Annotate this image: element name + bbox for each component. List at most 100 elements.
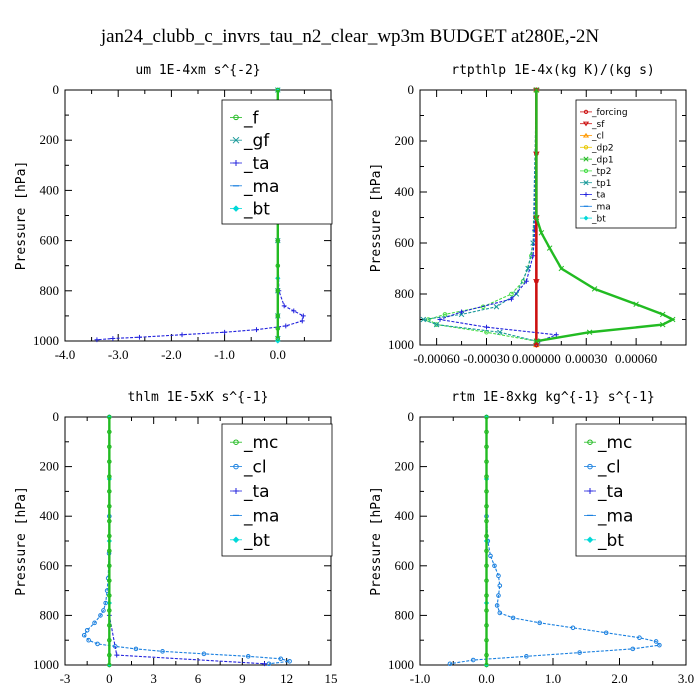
- data-point: [442, 312, 448, 317]
- legend-label: _gf: [243, 131, 270, 151]
- data-point: [92, 620, 97, 626]
- y-tick-label: 1000: [33, 657, 59, 672]
- data-point: [533, 87, 540, 93]
- data-point: [86, 637, 91, 643]
- data-point: [633, 301, 639, 307]
- data-point: [94, 337, 100, 343]
- y-tick-label: 600: [40, 233, 60, 248]
- data-point: [510, 615, 516, 621]
- panel-4: rtm 1E-8xkg kg^{-1} s^{-1} Pressure [hPa]…: [369, 390, 694, 686]
- legend-label: _tp1: [591, 179, 611, 189]
- data-point: [484, 623, 489, 628]
- y-axis-label: Pressure [hPa]: [369, 163, 384, 273]
- data-point: [591, 286, 598, 292]
- panel-2: rtpthlp 1E-4x(kg K)/(kg s) Pressure [hPa]…: [369, 63, 687, 366]
- figure-title: jan24_clubb_c_invrs_tau_n2_clear_wp3m BU…: [100, 26, 600, 47]
- series-cl: [447, 414, 662, 667]
- y-axis-label: Pressure [hPa]: [14, 486, 29, 596]
- x-tick-label: 9: [239, 671, 246, 686]
- data-point: [254, 327, 259, 333]
- data-point: [458, 311, 465, 318]
- data-point: [492, 563, 497, 569]
- legend: _forcing _sf _cl_dp2 _dp1 _tp2 _tp1 _ta_ma _bt: [575, 99, 677, 229]
- data-point: [533, 338, 540, 344]
- data-point: [484, 474, 489, 479]
- data-point: [484, 578, 489, 583]
- y-tick-label: 200: [395, 133, 415, 148]
- data-point: [107, 563, 112, 569]
- legend-label: _ta: [243, 482, 270, 502]
- data-point: [160, 649, 165, 654]
- x-tick-label: -0.00030: [463, 351, 510, 366]
- data-point: [553, 332, 559, 338]
- data-point: [653, 639, 659, 644]
- y-tick-label: 400: [395, 508, 415, 523]
- data-point: [484, 563, 489, 569]
- x-tick-label: -2.0: [161, 347, 182, 362]
- data-point: [107, 518, 112, 524]
- y-tick-label: 0: [53, 82, 60, 97]
- data-point: [275, 238, 281, 243]
- data-point: [509, 291, 514, 297]
- data-point: [546, 245, 553, 251]
- legend-label: _mc: [597, 433, 632, 453]
- legend-label: _cl: [597, 458, 621, 478]
- data-point: [484, 608, 489, 613]
- data-point: [275, 288, 281, 294]
- legend-label: _dp1: [591, 155, 614, 165]
- data-point: [107, 414, 112, 420]
- panel-title: rtpthlp 1E-4x(kg K)/(kg s): [451, 63, 655, 78]
- data-point: [480, 304, 486, 310]
- y-tick-label: 0: [408, 82, 415, 97]
- data-point: [107, 474, 112, 479]
- y-tick-label: 400: [395, 184, 415, 199]
- data-point: [266, 661, 272, 667]
- data-point: [107, 608, 112, 613]
- data-point: [283, 323, 289, 329]
- data-point: [107, 429, 112, 435]
- data-point: [287, 658, 292, 664]
- legend-label: _sf: [591, 120, 605, 130]
- data-point: [659, 311, 666, 318]
- data-point: [201, 651, 207, 657]
- legend-label: _cl: [591, 132, 604, 142]
- data-point: [107, 593, 112, 598]
- y-tick-label: 800: [40, 283, 60, 298]
- x-tick-label: -1.0: [410, 671, 431, 686]
- y-tick-label: 1000: [388, 657, 414, 672]
- data-point: [107, 637, 112, 643]
- data-point: [107, 623, 112, 628]
- x-tick-label: 0: [106, 671, 113, 686]
- data-point: [275, 263, 281, 269]
- legend-box: [575, 99, 677, 229]
- data-point: [530, 240, 536, 246]
- data-point: [497, 329, 503, 336]
- series-mc: [107, 414, 112, 668]
- y-tick-label: 600: [395, 235, 415, 250]
- data-point: [107, 489, 112, 494]
- data-point: [278, 656, 284, 662]
- y-tick-label: 800: [395, 607, 415, 622]
- legend: _mc _cl _ta _ma _bt: [221, 423, 333, 557]
- legend-label: _bt: [597, 531, 624, 551]
- x-tick-label: 2.0: [611, 671, 627, 686]
- legend-label: _tp2: [591, 167, 611, 177]
- series-dp1: [533, 87, 676, 344]
- series-line: [83, 417, 290, 665]
- legend-box: [221, 99, 333, 225]
- legend: _mc _cl _ta _ma _bt: [575, 423, 687, 557]
- data-point: [659, 321, 666, 328]
- data-point: [107, 459, 112, 464]
- legend-label: _dp2: [591, 143, 614, 153]
- data-point: [262, 661, 267, 667]
- x-tick-label: 0.00060: [615, 351, 657, 366]
- data-point: [497, 610, 503, 616]
- legend-label: _bt: [243, 200, 270, 220]
- data-point: [107, 444, 112, 450]
- x-tick-label: -0.00060: [413, 351, 460, 366]
- x-tick-label: 0.0: [478, 671, 494, 686]
- legend-label: _ta: [243, 154, 270, 174]
- y-tick-label: 0: [408, 409, 415, 424]
- legend-label: _f: [243, 108, 260, 128]
